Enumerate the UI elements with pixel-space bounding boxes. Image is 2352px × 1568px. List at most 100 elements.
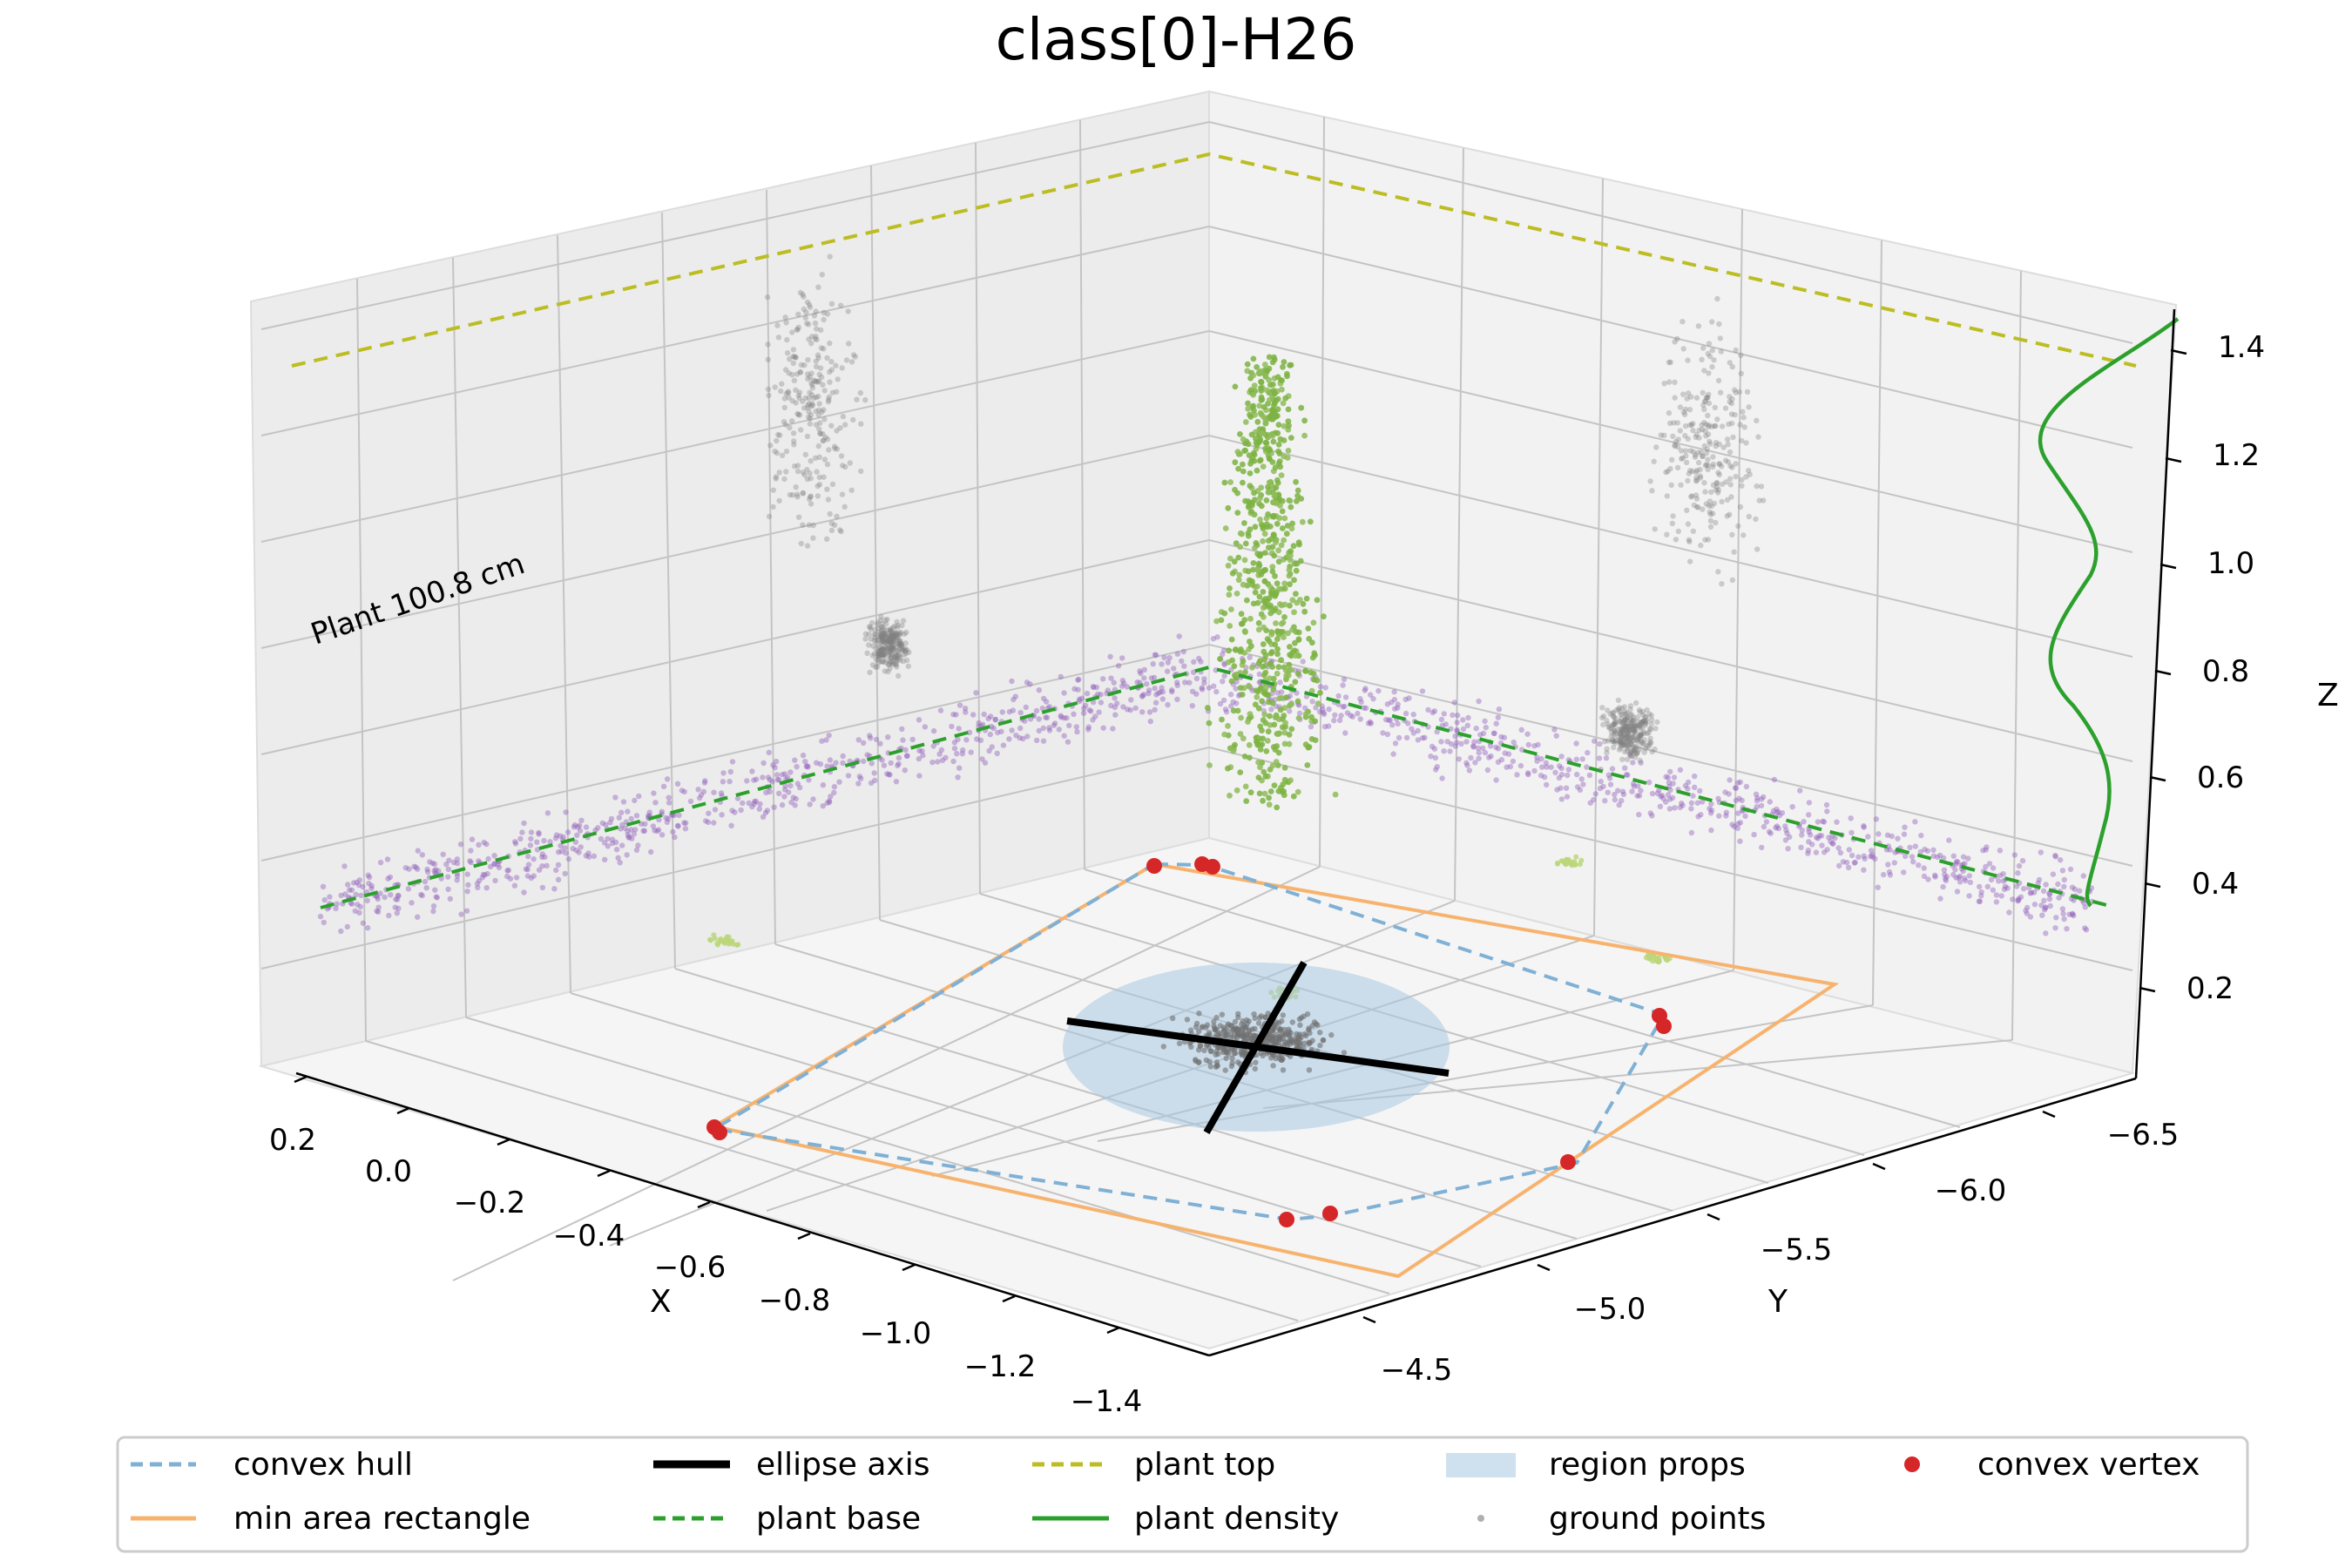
shadow-point (869, 619, 875, 626)
row-point (1166, 655, 1173, 661)
shadow-point (1704, 395, 1711, 401)
row-point (656, 816, 662, 823)
ground-point (1280, 1012, 1287, 1018)
row-point (2072, 886, 2078, 892)
shadow-point (1639, 740, 1645, 747)
shadow-point (896, 630, 902, 636)
shadow-point (1624, 720, 1630, 727)
row-point (411, 863, 417, 869)
shadow-point (1722, 405, 1729, 411)
plant-point (1278, 657, 1284, 664)
plant-point (1301, 432, 1308, 439)
shadow-point (1728, 400, 1735, 407)
row-point (845, 773, 852, 779)
plant-point (1239, 531, 1245, 537)
shadow-point (770, 487, 776, 493)
row-point (1966, 873, 1972, 879)
shadow-point (1618, 739, 1624, 745)
plant-point (1270, 438, 1277, 445)
row-point (1544, 781, 1550, 788)
plant-point (1278, 620, 1285, 627)
row-point (1441, 748, 1447, 754)
shadow-point (1709, 364, 1715, 370)
row-point (2050, 871, 2057, 877)
row-point (1937, 896, 1943, 902)
shadow-point (1619, 742, 1625, 749)
row-point (1342, 730, 1348, 736)
row-point (1692, 773, 1698, 780)
shadow-point (1685, 521, 1692, 527)
shadow-point (1632, 700, 1639, 706)
z-tick-label: 1.4 (2218, 330, 2265, 365)
shadow-point (1625, 714, 1631, 721)
shadow-point (1703, 433, 1709, 439)
shadow-point (1699, 453, 1706, 459)
plant-point (1233, 787, 1240, 794)
row-point (557, 833, 564, 839)
row-point (2071, 912, 2077, 919)
row-point (366, 881, 372, 887)
shadow-point (773, 474, 780, 480)
row-point (1873, 816, 1880, 822)
row-point (539, 851, 545, 857)
row-point (1043, 714, 1049, 720)
shadow-point (1678, 482, 1684, 488)
row-point (1912, 843, 1918, 849)
row-point (2069, 884, 2076, 890)
plant-point (1294, 497, 1300, 504)
shadow-point (1674, 443, 1681, 450)
row-point (1171, 666, 1177, 672)
row-point (1470, 744, 1477, 750)
shadow-point (1612, 736, 1619, 743)
shadow-point (1621, 735, 1628, 741)
plant-point (1251, 490, 1257, 497)
row-point (1452, 733, 1458, 740)
ground-point (1328, 1031, 1335, 1038)
row-point (773, 758, 780, 765)
plant-point (1287, 602, 1293, 609)
row-point (1577, 787, 1584, 793)
shadow-point (888, 645, 894, 652)
shadow-point (1628, 723, 1634, 730)
row-point (345, 882, 351, 888)
row-point (1196, 655, 1202, 662)
plant-point (1266, 794, 1272, 801)
shadow-point (1738, 352, 1744, 358)
plant-point (1262, 416, 1268, 422)
plant-point (1225, 562, 1232, 569)
row-point (1034, 737, 1040, 744)
ground-point (1341, 1050, 1348, 1056)
shadow-point (790, 347, 797, 353)
shadow-point (889, 644, 896, 651)
row-point (1228, 703, 1234, 709)
row-point (431, 868, 437, 874)
row-point (1419, 735, 1426, 741)
row-point (351, 880, 357, 886)
shadow-point (882, 652, 889, 658)
row-point (496, 864, 503, 870)
shadow-point (1633, 743, 1639, 749)
row-point (445, 886, 451, 892)
plant-point (1257, 723, 1264, 730)
plant-point (1271, 356, 1278, 363)
shadow-point (1605, 707, 1611, 713)
row-point (507, 875, 514, 882)
row-point (1869, 851, 1876, 858)
plant-point (1231, 558, 1238, 565)
shadow-point (1687, 448, 1693, 454)
shadow-point (902, 648, 909, 654)
shadow-point (896, 652, 902, 659)
row-point (760, 760, 767, 767)
row-point (384, 856, 391, 862)
shadow-point (1624, 756, 1631, 762)
row-point (1476, 749, 1483, 756)
ground-point (1260, 1052, 1266, 1059)
row-point (1573, 740, 1579, 747)
row-point (1619, 798, 1625, 804)
row-point (788, 799, 794, 806)
shadow-point (781, 476, 787, 483)
row-point (405, 886, 412, 892)
row-point (660, 783, 667, 789)
shadow-point (1677, 428, 1684, 434)
row-point (1881, 871, 1887, 878)
